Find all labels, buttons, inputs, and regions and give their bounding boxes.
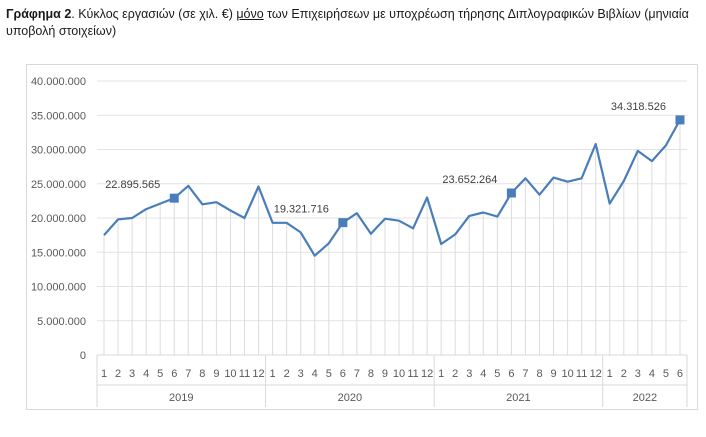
x-tick-label: 7 bbox=[185, 368, 191, 380]
line-chart: 0 5.000.000 10.000.000 15.000.000 20.000.000… bbox=[31, 76, 688, 407]
x-tick-label: 6 bbox=[677, 368, 683, 380]
y-tick-label: 30.000.000 bbox=[31, 145, 86, 157]
x-tick-label: 9 bbox=[213, 368, 219, 380]
x-tick-label: 9 bbox=[382, 368, 388, 380]
x-tick-label: 4 bbox=[312, 368, 318, 380]
x-tick-label: 2 bbox=[115, 368, 121, 380]
x-tick-label: 1 bbox=[101, 368, 107, 380]
x-tick-label: 4 bbox=[649, 368, 655, 380]
x-tick-label: 11 bbox=[407, 368, 418, 380]
y-tick-label: 20.000.000 bbox=[31, 213, 86, 225]
x-tick-label: 8 bbox=[199, 368, 205, 380]
chart-frame: 0 5.000.000 10.000.000 15.000.000 20.000.000… bbox=[26, 64, 698, 410]
x-tick-label: 6 bbox=[508, 368, 514, 380]
caption-underlined: μόνο bbox=[236, 7, 264, 21]
x-tick-label: 4 bbox=[480, 368, 486, 380]
x-tick-label: 8 bbox=[536, 368, 542, 380]
x-tick-label: 1 bbox=[607, 368, 613, 380]
y-tick-label: 15.000.000 bbox=[31, 247, 86, 259]
x-tick-label: 2 bbox=[452, 368, 458, 380]
data-label: 19.321.716 bbox=[274, 204, 329, 216]
x-tick-label: 3 bbox=[635, 368, 641, 380]
x-tick-label: 5 bbox=[663, 368, 669, 380]
x-tick-label: 3 bbox=[466, 368, 472, 380]
x-tick-label: 12 bbox=[421, 368, 433, 380]
x-tick-label: 9 bbox=[550, 368, 556, 380]
x-tick-label: 8 bbox=[368, 368, 374, 380]
x-tick-label: 10 bbox=[224, 368, 236, 380]
caption-label: Γράφημα 2 bbox=[6, 7, 72, 21]
x-tick-label: 5 bbox=[326, 368, 332, 380]
y-tick-label: 5.000.000 bbox=[37, 316, 86, 328]
y-tick-label: 35.000.000 bbox=[31, 110, 86, 122]
year-label: 2019 bbox=[169, 392, 193, 404]
x-tick-label: 12 bbox=[252, 368, 264, 380]
data-label: 23.652.264 bbox=[442, 174, 497, 186]
x-tick-label: 3 bbox=[298, 368, 304, 380]
year-label: 2020 bbox=[338, 392, 362, 404]
y-tick-label: 40.000.000 bbox=[31, 76, 86, 88]
x-tick-label: 11 bbox=[576, 368, 587, 380]
caption-text-before: . Κύκλος εργασιών (σε χιλ. €) bbox=[71, 7, 237, 21]
x-tick-label: 6 bbox=[340, 368, 346, 380]
chart-caption: Γράφημα 2. Κύκλος εργασιών (σε χιλ. €) μ… bbox=[6, 6, 696, 40]
data-marker bbox=[338, 218, 348, 228]
x-tick-label: 10 bbox=[561, 368, 573, 380]
x-tick-label: 10 bbox=[393, 368, 405, 380]
x-tick-label: 11 bbox=[239, 368, 250, 380]
x-tick-label: 12 bbox=[590, 368, 602, 380]
x-tick-label: 1 bbox=[438, 368, 444, 380]
data-marker bbox=[506, 188, 516, 198]
y-tick-label: 0 bbox=[80, 350, 86, 362]
x-tick-label: 2 bbox=[284, 368, 290, 380]
x-tick-label: 2 bbox=[621, 368, 627, 380]
data-label: 34.318.526 bbox=[611, 101, 666, 113]
data-marker bbox=[675, 115, 685, 125]
x-tick-label: 4 bbox=[143, 368, 149, 380]
caption-text-after: των Επιχειρήσεων με υποχρέωση τήρησης Δι… bbox=[6, 7, 689, 38]
x-tick-label: 7 bbox=[522, 368, 528, 380]
year-label: 2022 bbox=[633, 392, 657, 404]
y-tick-label: 10.000.000 bbox=[31, 282, 86, 294]
data-label: 22.895.565 bbox=[105, 179, 160, 191]
y-tick-label: 25.000.000 bbox=[31, 179, 86, 191]
x-tick-label: 5 bbox=[494, 368, 500, 380]
data-marker bbox=[169, 193, 179, 203]
series-line bbox=[103, 119, 681, 257]
x-tick-label: 6 bbox=[171, 368, 177, 380]
x-tick-label: 7 bbox=[354, 368, 360, 380]
year-label: 2021 bbox=[506, 392, 530, 404]
x-tick-label: 3 bbox=[129, 368, 135, 380]
x-tick-label: 1 bbox=[270, 368, 276, 380]
x-tick-label: 5 bbox=[157, 368, 163, 380]
